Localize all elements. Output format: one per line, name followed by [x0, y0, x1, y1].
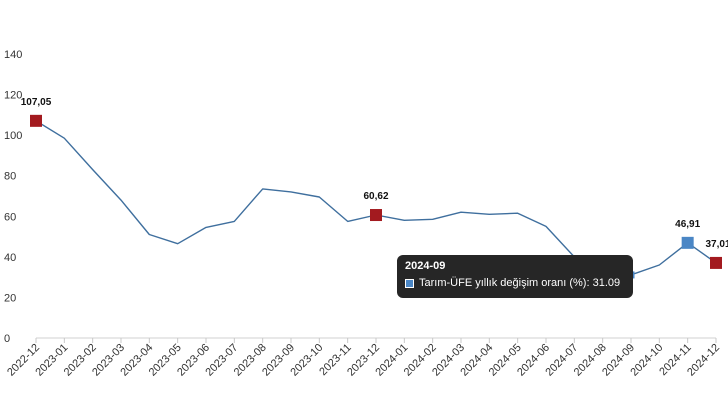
y-tick-label: 40: [4, 252, 16, 264]
highlight-point-marker[interactable]: [710, 256, 722, 269]
highlight-point-marker[interactable]: [30, 114, 42, 127]
y-tick-label: 0: [4, 333, 10, 345]
y-tick-label: 20: [4, 292, 16, 304]
x-axis: 2022-122023-012023-022023-032023-042023-…: [5, 337, 722, 379]
tooltip-series-value: Tarım-ÜFE yıllık değişim oranı (%): 31.0…: [419, 277, 621, 289]
y-tick-label: 80: [4, 171, 16, 183]
data-label: 60,62: [363, 191, 388, 202]
data-labels: 107,05 60,62 46,91 37,01: [21, 97, 728, 250]
y-tick-label: 120: [4, 90, 22, 102]
highlight-point-marker[interactable]: [681, 236, 694, 249]
y-tick-label: 140: [4, 49, 22, 61]
tooltip-row: Tarım-ÜFE yıllık değişim oranı (%): 31.0…: [405, 277, 625, 289]
data-label: 46,91: [675, 219, 700, 230]
chart-tooltip: 2024-09 Tarım-ÜFE yıllık değişim oranı (…: [397, 255, 633, 298]
y-tick-label: 100: [4, 130, 22, 142]
highlight-point-marker[interactable]: [370, 209, 382, 222]
y-tick-label: 60: [4, 211, 16, 223]
tooltip-series-swatch: [405, 278, 414, 288]
data-label: 37,01: [705, 239, 728, 250]
y-axis: 0 20 40 60 80 100 120 140: [4, 49, 22, 345]
data-label: 107,05: [21, 97, 52, 108]
tooltip-title: 2024-09: [405, 260, 446, 272]
